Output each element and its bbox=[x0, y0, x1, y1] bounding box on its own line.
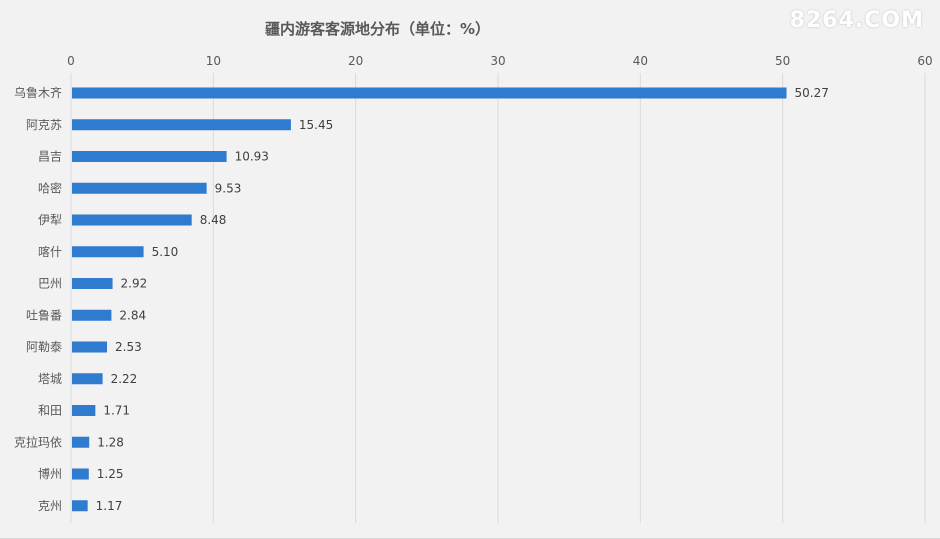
x-tick-label: 30 bbox=[490, 54, 505, 68]
bar bbox=[72, 468, 89, 480]
category-label: 阿勒泰 bbox=[26, 340, 62, 354]
data-label: 1.71 bbox=[103, 404, 130, 418]
bar bbox=[72, 309, 112, 321]
bar bbox=[72, 436, 90, 448]
category-label: 昌吉 bbox=[38, 150, 62, 164]
category-label: 克拉玛依 bbox=[14, 434, 62, 449]
x-tick-label: 50 bbox=[775, 54, 790, 68]
data-label: 8.48 bbox=[200, 213, 227, 227]
category-label: 伊犁 bbox=[38, 213, 62, 227]
x-tick-label: 0 bbox=[67, 54, 75, 68]
x-tick-label: 20 bbox=[348, 54, 363, 68]
data-label: 2.92 bbox=[121, 277, 148, 291]
data-label: 15.45 bbox=[299, 118, 333, 132]
category-label: 巴州 bbox=[38, 277, 62, 291]
x-tick-label: 60 bbox=[917, 54, 932, 68]
data-label: 2.53 bbox=[115, 340, 142, 354]
bar bbox=[72, 405, 96, 416]
data-label: 1.17 bbox=[96, 499, 123, 513]
bar bbox=[72, 87, 787, 99]
data-label: 2.84 bbox=[119, 308, 146, 322]
x-tick-label: 40 bbox=[633, 54, 648, 68]
data-label: 9.53 bbox=[215, 181, 242, 195]
category-label: 乌鲁木齐 bbox=[14, 85, 62, 100]
data-label: 5.10 bbox=[152, 245, 179, 259]
bar bbox=[72, 182, 207, 194]
data-label: 1.25 bbox=[97, 467, 124, 481]
bar bbox=[72, 119, 291, 131]
watermark-logo: 8264.COM bbox=[789, 8, 924, 33]
bar bbox=[72, 373, 103, 385]
x-tick-label: 10 bbox=[206, 54, 221, 68]
bar bbox=[72, 278, 113, 289]
bar bbox=[72, 151, 227, 162]
category-label: 塔城 bbox=[38, 372, 62, 386]
bar bbox=[72, 214, 192, 226]
category-label: 吐鲁番 bbox=[26, 308, 62, 322]
chart-title: 疆内游客客源地分布（单位：%） bbox=[264, 20, 491, 38]
data-label: 2.22 bbox=[111, 372, 138, 386]
bar bbox=[72, 246, 144, 258]
category-label: 阿克苏 bbox=[26, 118, 62, 132]
category-label: 和田 bbox=[38, 404, 62, 418]
category-label: 克州 bbox=[38, 499, 62, 513]
bar bbox=[72, 500, 88, 512]
category-label: 哈密 bbox=[38, 180, 62, 195]
data-label: 1.28 bbox=[97, 435, 124, 449]
data-label: 10.93 bbox=[235, 150, 269, 164]
data-label: 50.27 bbox=[795, 86, 829, 100]
category-label: 博州 bbox=[38, 466, 62, 481]
category-label: 喀什 bbox=[38, 245, 62, 259]
bar bbox=[72, 341, 108, 353]
